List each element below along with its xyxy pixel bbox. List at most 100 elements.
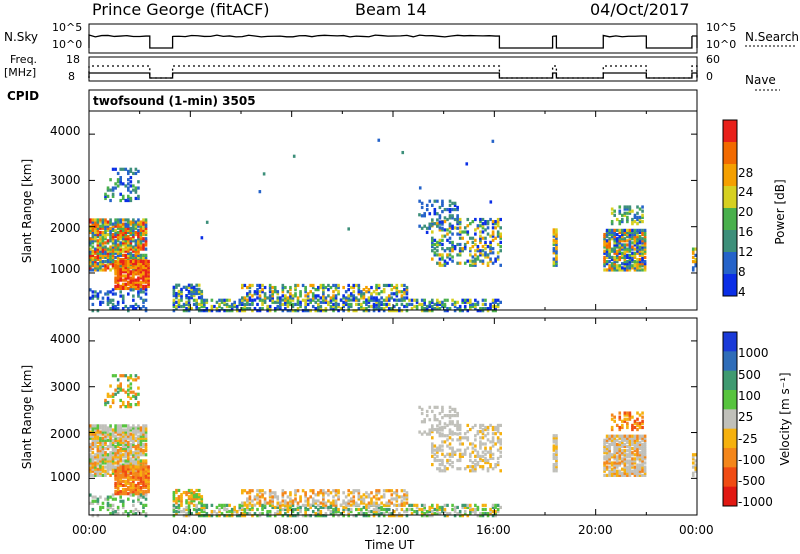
data-cell bbox=[436, 253, 439, 257]
data-cell bbox=[615, 434, 619, 438]
data-cell bbox=[99, 255, 102, 260]
data-cell bbox=[603, 444, 606, 449]
data-cell bbox=[195, 287, 198, 291]
data-cell bbox=[233, 505, 236, 510]
data-cell bbox=[633, 228, 637, 232]
data-cell bbox=[116, 274, 120, 278]
data-cell bbox=[124, 259, 128, 263]
data-cell bbox=[175, 283, 178, 287]
data-cell bbox=[200, 236, 204, 240]
data-cell bbox=[489, 244, 492, 249]
data-cell bbox=[106, 432, 110, 436]
data-cell bbox=[641, 446, 644, 451]
data-cell bbox=[628, 230, 632, 235]
data-cell bbox=[256, 290, 259, 294]
data-cell bbox=[636, 222, 639, 226]
data-cell bbox=[121, 253, 125, 257]
data-cell bbox=[387, 499, 391, 503]
data-cell bbox=[256, 292, 259, 296]
data-cell bbox=[121, 487, 125, 492]
data-cell bbox=[623, 453, 627, 457]
data-cell bbox=[344, 296, 348, 300]
data-cell bbox=[96, 218, 100, 222]
data-cell bbox=[296, 501, 300, 505]
data-cell bbox=[129, 228, 133, 232]
data-cell bbox=[230, 309, 234, 313]
data-cell bbox=[109, 268, 112, 272]
data-cell bbox=[484, 434, 487, 438]
data-cell bbox=[91, 424, 95, 428]
data-cell bbox=[496, 251, 500, 255]
data-cell bbox=[309, 503, 312, 507]
data-cell bbox=[322, 503, 325, 507]
data-cell bbox=[291, 309, 295, 313]
data-cell bbox=[349, 292, 353, 296]
data-cell bbox=[623, 255, 627, 260]
data-cell bbox=[484, 503, 487, 507]
data-cell bbox=[385, 489, 388, 493]
data-cell bbox=[496, 440, 500, 444]
data-cell bbox=[387, 306, 391, 311]
data-cell bbox=[451, 244, 454, 249]
data-cell bbox=[555, 460, 558, 465]
data-cell bbox=[458, 230, 462, 234]
data-cell bbox=[372, 302, 376, 307]
data-cell bbox=[433, 207, 437, 212]
data-cell bbox=[261, 489, 264, 493]
data-cell bbox=[631, 442, 634, 447]
data-cell bbox=[203, 302, 206, 307]
data-cell bbox=[643, 444, 647, 449]
data-cell bbox=[248, 507, 252, 512]
data-cell bbox=[446, 413, 449, 418]
data-cell bbox=[555, 452, 558, 456]
data-cell bbox=[643, 442, 647, 447]
data-cell bbox=[121, 182, 125, 186]
data-cell bbox=[127, 434, 130, 438]
data-cell bbox=[618, 434, 622, 438]
data-cell bbox=[127, 461, 130, 465]
data-cell bbox=[180, 495, 183, 499]
data-cell bbox=[393, 309, 396, 313]
data-cell bbox=[279, 503, 282, 507]
data-cell bbox=[268, 514, 272, 518]
freq-tick-bottom: 8 bbox=[68, 70, 75, 83]
data-cell bbox=[261, 298, 264, 302]
data-cell bbox=[121, 446, 125, 451]
data-cell bbox=[121, 490, 125, 494]
data-cell bbox=[241, 514, 244, 518]
data-cell bbox=[114, 449, 117, 453]
data-cell bbox=[99, 260, 102, 264]
data-cell bbox=[428, 514, 432, 518]
data-cell bbox=[489, 200, 493, 204]
data-cell bbox=[139, 465, 143, 469]
data-cell bbox=[296, 512, 300, 516]
data-cell bbox=[375, 507, 378, 512]
data-cell bbox=[182, 507, 186, 512]
data-cell bbox=[638, 219, 642, 224]
data-cell bbox=[344, 503, 348, 507]
data-cell bbox=[428, 309, 432, 313]
data-cell bbox=[294, 497, 297, 501]
data-cell bbox=[448, 230, 452, 234]
data-cell bbox=[185, 294, 188, 298]
data-cell bbox=[352, 501, 356, 505]
data-cell bbox=[96, 453, 100, 457]
data-cell bbox=[144, 266, 148, 270]
data-cell bbox=[114, 392, 117, 396]
data-cell bbox=[355, 309, 358, 313]
data-cell bbox=[119, 249, 122, 253]
data-cell bbox=[610, 473, 614, 477]
data-cell bbox=[628, 257, 632, 262]
data-cell bbox=[142, 444, 145, 449]
data-cell bbox=[96, 463, 100, 467]
data-cell bbox=[185, 296, 188, 300]
data-cell bbox=[294, 309, 297, 313]
data-cell bbox=[279, 298, 282, 302]
data-cell bbox=[618, 455, 622, 459]
data-cell bbox=[451, 422, 454, 426]
data-cell bbox=[144, 461, 148, 465]
data-cell bbox=[99, 251, 102, 255]
data-cell bbox=[484, 251, 487, 255]
data-cell bbox=[106, 461, 110, 465]
